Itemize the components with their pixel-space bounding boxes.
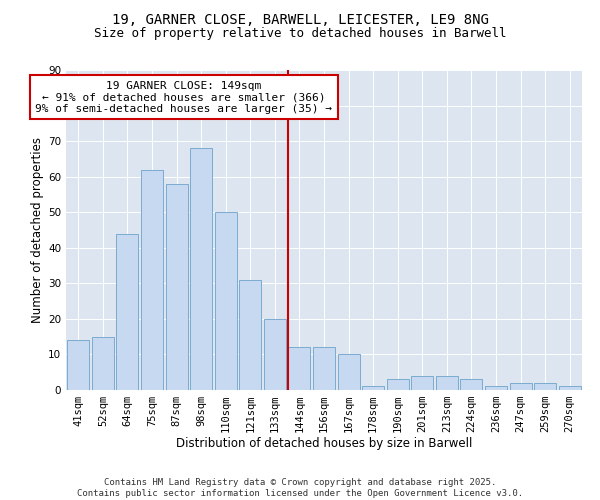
Bar [534,383,556,390]
Bar [559,386,581,390]
Bar [166,184,188,390]
Bar [289,348,310,390]
Bar [239,280,262,390]
Bar [338,354,359,390]
Bar [411,376,433,390]
Text: 19 GARNER CLOSE: 149sqm
← 91% of detached houses are smaller (366)
9% of semi-de: 19 GARNER CLOSE: 149sqm ← 91% of detache… [35,80,332,114]
Text: Contains HM Land Registry data © Crown copyright and database right 2025.
Contai: Contains HM Land Registry data © Crown c… [77,478,523,498]
Bar [313,348,335,390]
Bar [460,380,482,390]
Bar [362,386,384,390]
Bar [215,212,237,390]
Text: 19, GARNER CLOSE, BARWELL, LEICESTER, LE9 8NG: 19, GARNER CLOSE, BARWELL, LEICESTER, LE… [112,12,488,26]
X-axis label: Distribution of detached houses by size in Barwell: Distribution of detached houses by size … [176,436,472,450]
Bar [141,170,163,390]
Bar [485,386,507,390]
Bar [386,380,409,390]
Bar [509,383,532,390]
Bar [67,340,89,390]
Y-axis label: Number of detached properties: Number of detached properties [31,137,44,323]
Text: Size of property relative to detached houses in Barwell: Size of property relative to detached ho… [94,28,506,40]
Bar [116,234,139,390]
Bar [436,376,458,390]
Bar [92,336,114,390]
Bar [264,319,286,390]
Bar [190,148,212,390]
